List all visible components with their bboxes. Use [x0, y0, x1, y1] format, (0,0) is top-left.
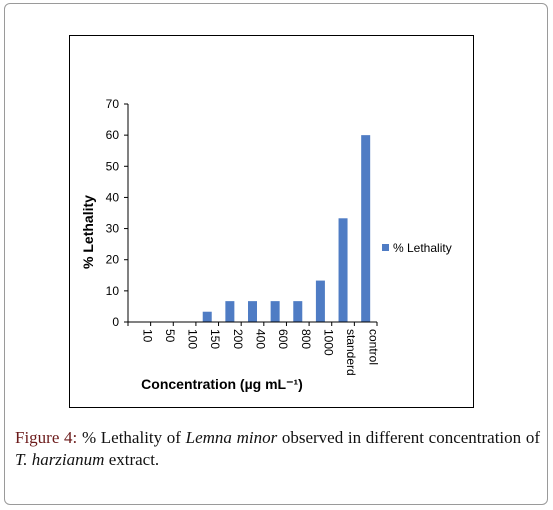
bar: [270, 301, 280, 322]
caption-text-2: observed in different concentration of: [277, 428, 540, 447]
x-tick-label: 100: [186, 329, 200, 349]
caption-text-1: % Lethality of: [77, 428, 186, 447]
y-tick-label: 10: [106, 284, 120, 298]
bar: [202, 311, 212, 322]
bar: [248, 301, 257, 322]
y-tick-label: 40: [106, 190, 120, 204]
x-tick-label: 150: [208, 329, 222, 349]
x-ticks-group: 10 50 100 150 200 400 600 800 1000 standerd contro…: [127, 322, 381, 376]
bars-group: [202, 135, 371, 322]
y-tick-label: 60: [106, 128, 120, 142]
x-tick-label: 10: [140, 329, 154, 343]
y-tick-label: 0: [112, 315, 119, 329]
y-tick-label: 50: [106, 159, 120, 173]
bar: [315, 280, 325, 322]
bar: [361, 135, 371, 322]
x-tick-label: 400: [254, 329, 268, 349]
caption-text-3: extract.: [104, 450, 160, 469]
y-tick-label: 70: [106, 97, 120, 111]
caption-label: Figure 4:: [15, 428, 78, 447]
x-tick-label: 800: [299, 329, 313, 349]
x-tick-label: 200: [231, 329, 245, 349]
x-tick-label: 600: [276, 329, 290, 349]
legend: % Lethality: [382, 241, 452, 255]
y-tick-label: 20: [106, 253, 120, 267]
y-axis-label: % Lethality: [80, 195, 96, 269]
y-tick-label: 30: [106, 222, 120, 236]
x-tick-label: 50: [163, 329, 177, 343]
bar: [225, 301, 235, 322]
chart-frame: [69, 35, 474, 408]
bar: [338, 218, 348, 322]
legend-label: % Lethality: [393, 241, 452, 255]
caption-species: Lemna minor: [185, 428, 278, 447]
figure-panel: [4, 3, 548, 505]
bar: [293, 301, 303, 322]
x-axis-label: Concentration (µg mL⁻¹): [141, 376, 303, 392]
x-tick-label: 1000: [321, 329, 335, 356]
legend-swatch: [382, 244, 389, 251]
caption-organism: T. harzianum: [15, 450, 105, 469]
y-ticks-group: 0 10 20 30 40 50 60 70: [106, 97, 128, 329]
axes-group: [127, 104, 377, 323]
x-tick-label: standerd: [344, 329, 358, 376]
x-tick-label: control: [367, 329, 381, 365]
figure-caption: Figure 4: % Lethality of Lemna minor obs…: [15, 427, 540, 471]
